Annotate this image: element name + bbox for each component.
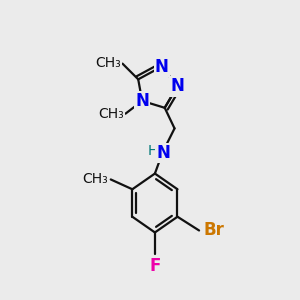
Text: N: N	[155, 58, 169, 76]
Text: F: F	[149, 257, 160, 275]
Text: H: H	[148, 144, 158, 158]
Text: CH₃: CH₃	[82, 172, 108, 186]
Text: N: N	[135, 92, 149, 110]
Text: N: N	[157, 144, 171, 162]
Text: CH₃: CH₃	[95, 56, 121, 70]
Text: Br: Br	[204, 221, 225, 239]
Text: CH₃: CH₃	[98, 107, 124, 121]
Text: N: N	[170, 77, 184, 95]
